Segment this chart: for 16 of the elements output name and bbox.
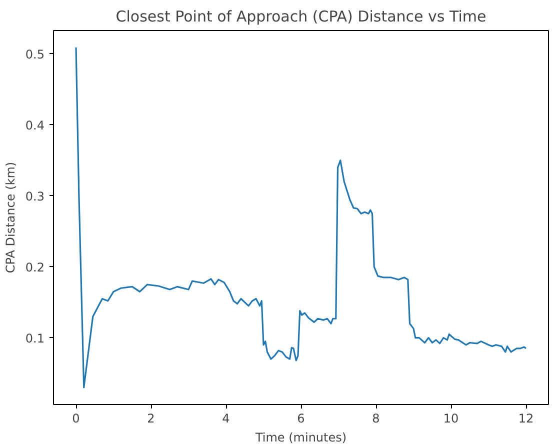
y-tick-label: 0.1 [25, 331, 45, 346]
chart-title: Closest Point of Approach (CPA) Distance vs Time [116, 8, 486, 26]
x-tick-label: 2 [147, 412, 155, 426]
y-axis-title: CPA Distance (km) [3, 162, 18, 274]
x-axis-title: Time (minutes) [254, 430, 347, 444]
y-tick-label: 0.2 [25, 260, 45, 274]
x-tick-label: 8 [372, 412, 380, 426]
x-tick-label: 0 [72, 412, 80, 426]
x-tick-label: 10 [443, 412, 459, 426]
x-tick-label: 6 [297, 412, 305, 426]
x-tick-label: 4 [222, 412, 230, 426]
line-series [75, 46, 527, 388]
y-tick-label: 0.4 [25, 118, 45, 132]
x-tick-label: 12 [518, 412, 534, 426]
y-tick-label: 0.3 [25, 189, 45, 204]
y-tick-label: 0.5 [25, 47, 45, 62]
